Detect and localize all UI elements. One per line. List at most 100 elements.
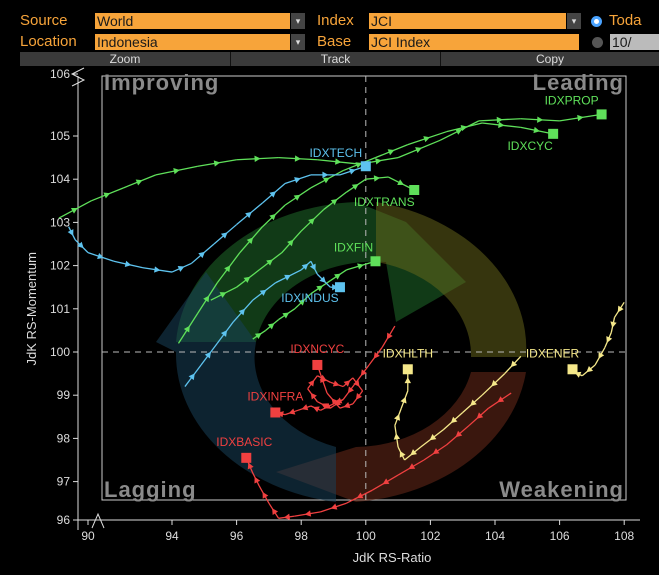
radio-date-icon[interactable]: [592, 37, 603, 48]
tail-arrow-icon: [343, 402, 351, 409]
sector-marker: [548, 128, 559, 139]
tail-arrow-icon: [267, 323, 275, 330]
tail-arrow-icon: [213, 160, 221, 167]
tail-arrow-icon: [254, 476, 261, 484]
tail-arrow-icon: [247, 462, 254, 470]
y-tick-label: 106: [50, 67, 70, 81]
tail-arrow-icon: [606, 336, 613, 343]
tail-arrow-icon: [382, 478, 390, 485]
tail-arrow-icon: [335, 158, 342, 165]
tail-arrow-icon: [432, 448, 440, 455]
tail-arrow-icon: [308, 379, 315, 387]
sector-label: IDXBASIC: [216, 435, 272, 449]
index-label: Index: [317, 12, 354, 29]
tail-arrow-icon: [266, 259, 273, 266]
tail-arrow-icon: [322, 171, 329, 179]
today-option-label[interactable]: Toda: [609, 12, 642, 29]
tail-arrow-icon: [356, 492, 364, 499]
tail-arrow-icon: [408, 463, 416, 470]
location-dropdown-icon[interactable]: ▾: [291, 34, 305, 50]
x-tick-label: 96: [230, 529, 244, 543]
radio-today-icon[interactable]: [591, 16, 602, 27]
y-axis-break-icon: [70, 67, 86, 87]
source-field[interactable]: World: [95, 13, 290, 29]
tail-arrow-icon: [476, 412, 484, 419]
tail-arrow-icon: [198, 251, 205, 259]
tail-arrow-icon: [310, 392, 317, 400]
rrg-chart-svg: 106 105 104 103 102 101 100 99 98 97 96 90 94 96 98 100…: [24, 67, 640, 565]
tail-arrow-icon: [288, 408, 296, 415]
track-button[interactable]: Track: [231, 52, 441, 66]
tail-arrow-icon: [103, 192, 111, 199]
location-label: Location: [20, 33, 77, 50]
weakening-rotation-arrow: [376, 202, 527, 357]
sector-marker: [312, 359, 323, 370]
tail-arrow-icon: [259, 289, 267, 296]
tail-arrow-icon: [429, 434, 437, 441]
tail-arrow-icon: [332, 380, 340, 387]
index-dropdown-icon[interactable]: ▾: [567, 13, 581, 29]
x-axis-label: JdK RS-Ratio: [353, 550, 432, 565]
tail-arrow-icon: [203, 295, 210, 303]
tail-arrow-icon: [386, 332, 393, 340]
tail-arrow-icon: [397, 179, 405, 186]
tail-arrow-icon: [269, 213, 276, 221]
location-field[interactable]: Indonesia: [95, 34, 290, 50]
tail-arrow-icon: [224, 265, 231, 273]
tail-arrow-icon: [455, 430, 463, 438]
tail-arrow-icon: [294, 155, 301, 162]
tail-idxener: IDXENER: [526, 301, 625, 378]
tail-arrow-icon: [347, 386, 355, 394]
sector-marker: [334, 282, 345, 293]
axes: 106 105 104 103 102 101 100 99 98 97 96 90 94 96 98 100…: [24, 67, 640, 565]
tail-arrow-icon: [410, 449, 417, 456]
tail-arrow-icon: [335, 397, 343, 404]
quadrant-labels: Improving Leading Lagging Weakening: [104, 70, 623, 502]
sector-label: IDXINDUS: [281, 291, 338, 305]
date-field[interactable]: 10/: [610, 34, 659, 50]
tail-arrow-icon: [491, 380, 498, 387]
tail-arrow-icon: [324, 402, 332, 409]
x-tick-label: 94: [165, 529, 179, 543]
sector-marker: [270, 407, 281, 418]
source-dropdown-icon[interactable]: ▾: [291, 13, 305, 29]
tail-idxbasic: IDXBASIC: [216, 392, 512, 521]
y-axis-label: JdK RS-Momentum: [24, 252, 39, 365]
rotation-arrows-background: [101, 75, 627, 502]
rrg-chart: 106 105 104 103 102 101 100 99 98 97 96 90 94 96 98 100…: [0, 66, 659, 570]
x-tick-label: 108: [614, 529, 634, 543]
tail-arrow-icon: [298, 299, 306, 306]
tail-arrow-icon: [322, 177, 330, 184]
tail-idxinfra: IDXINFRA: [247, 389, 344, 418]
tail-idxfin: IDXFIN: [252, 240, 381, 340]
tail-arrow-icon: [351, 184, 359, 191]
sector-label: IDXPROP: [545, 93, 599, 107]
tail-idxncyc: IDXNCYC: [290, 325, 396, 410]
copy-button[interactable]: Copy: [535, 52, 564, 66]
y-tick-label: 99: [57, 388, 71, 402]
tail-arrow-icon: [496, 116, 503, 124]
base-field[interactable]: JCI Index: [369, 34, 579, 50]
tail-arrow-icon: [617, 305, 624, 313]
tail-arrow-icon: [334, 273, 341, 280]
tail-arrow-icon: [301, 404, 309, 411]
tail-arrow-icon: [204, 351, 211, 359]
sector-marker: [567, 364, 578, 375]
tail-arrow-icon: [269, 191, 277, 198]
index-field[interactable]: JCI: [369, 13, 566, 29]
improving-rotation-arrow: [156, 272, 336, 502]
x-tick-label: 102: [420, 529, 440, 543]
zoom-button[interactable]: Zoom: [20, 52, 231, 66]
x-tick-label: 90: [81, 529, 95, 543]
tail-arrow-icon: [375, 158, 382, 165]
tail-arrow-icon: [243, 276, 251, 283]
tail-arrow-icon: [97, 252, 104, 260]
tail-arrow-icon: [309, 263, 316, 271]
sector-label: IDXENER: [526, 346, 580, 360]
tail-arrow-icon: [321, 403, 328, 410]
tail-arrow-icon: [262, 491, 269, 499]
header-row-source: Source World ▾ Index JCI ▾ Toda: [0, 11, 659, 31]
menu-bar: Zoom Track Copy: [20, 52, 659, 66]
x-tick-label: 106: [550, 529, 570, 543]
sector-label: IDXTRANS: [354, 195, 415, 209]
